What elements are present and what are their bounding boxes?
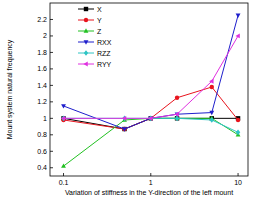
x-tick	[238, 173, 239, 176]
point	[149, 116, 153, 120]
point	[122, 127, 127, 131]
series-line	[64, 87, 239, 129]
legend-label: Z	[97, 28, 102, 35]
y-tick-label: 1.4	[37, 82, 47, 89]
point	[175, 96, 179, 100]
legend: XYZ RXX RZZ RYY	[78, 6, 112, 68]
legend-label: Y	[97, 17, 102, 24]
point	[122, 127, 126, 131]
legend-marker	[83, 62, 87, 67]
point	[209, 111, 214, 115]
point	[235, 34, 239, 39]
point	[61, 116, 65, 121]
legend-marker	[84, 50, 88, 56]
y-tick-label: 1	[43, 115, 47, 122]
point	[236, 129, 240, 135]
x-tick-label: 1	[149, 179, 153, 186]
y-tick-label: 0.6	[37, 148, 47, 155]
y-tick	[50, 134, 53, 135]
series-line	[64, 15, 239, 129]
chart: 0.4 0.6 0.8 1 1.2 1.4 1.6 1.8 2 2.2 0.1 1 10Variatio…	[0, 0, 255, 198]
point	[236, 14, 241, 18]
legend-marker	[84, 28, 89, 32]
x-tick	[150, 173, 151, 176]
legend-label: RZZ	[97, 50, 111, 57]
y-tick	[50, 19, 53, 20]
point	[61, 104, 66, 108]
point	[148, 116, 152, 121]
legend-label: X	[97, 6, 102, 13]
legend-label: RXX	[97, 39, 112, 46]
point	[149, 115, 153, 121]
legend-label: RYY	[97, 61, 112, 68]
legend-marker	[84, 7, 88, 11]
y-tick	[50, 68, 53, 69]
y-tick-label: 0.8	[37, 131, 47, 138]
data-group	[61, 14, 241, 168]
series-line	[64, 36, 239, 118]
y-tick-label: 2	[43, 32, 47, 39]
legend-marker	[84, 40, 89, 44]
y-axis-label: Mount system natural frequency	[6, 39, 14, 139]
series-line	[64, 118, 239, 166]
point	[61, 115, 65, 121]
point	[175, 116, 179, 120]
point	[174, 112, 178, 117]
point	[122, 115, 126, 121]
x-tick-label: 0.1	[59, 179, 69, 186]
y-tick-label: 1.6	[37, 65, 47, 72]
x-tick	[63, 173, 64, 176]
y-tick	[50, 85, 53, 86]
y-tick-label: 1.2	[37, 98, 47, 105]
plot-frame	[50, 3, 248, 176]
y-tick	[50, 35, 53, 36]
y-tick	[50, 151, 53, 152]
y-tick	[50, 52, 53, 53]
point	[61, 163, 66, 167]
x-tick-label: 10	[234, 179, 242, 186]
y-tick-label: 0.4	[37, 164, 47, 171]
y-tick	[50, 167, 53, 168]
point	[149, 116, 153, 120]
y-tick-label: 1.8	[37, 49, 47, 56]
point	[210, 117, 214, 123]
y-tick-label: 2.2	[37, 16, 47, 23]
point	[210, 85, 214, 89]
legend-marker	[84, 18, 88, 22]
y-tick	[50, 118, 53, 119]
x-axis-label: Variation of stiffness in the Y-directio…	[65, 189, 233, 196]
point	[122, 127, 126, 131]
y-tick	[50, 101, 53, 102]
point	[209, 79, 213, 84]
point	[122, 116, 126, 121]
point	[236, 118, 240, 122]
